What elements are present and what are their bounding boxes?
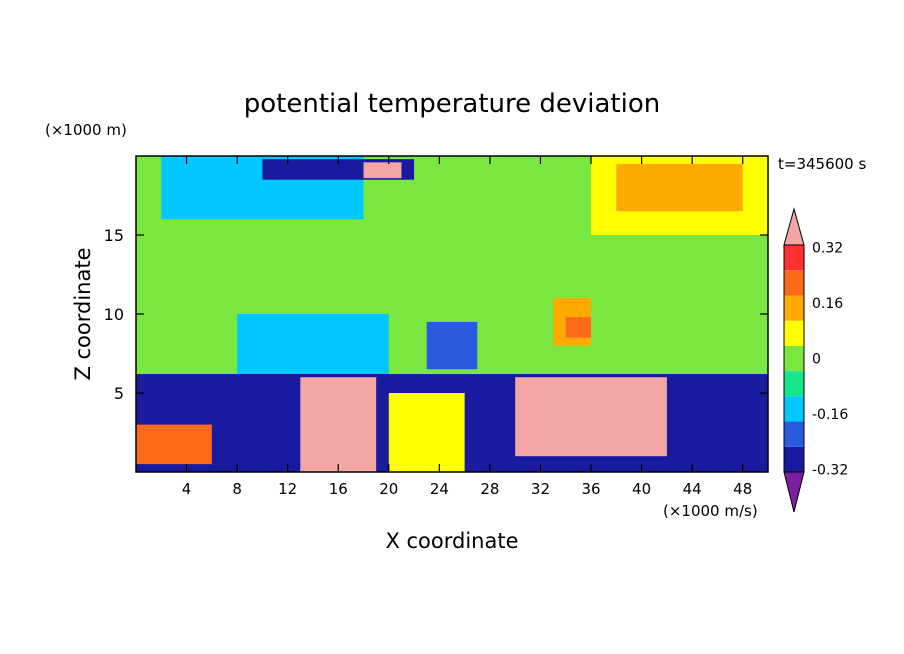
field-region bbox=[515, 377, 667, 457]
x-axis-ticks: 4 8 12 16 20 24 28 32 36 40 44 48 bbox=[182, 156, 752, 498]
x-unit-label: (×1000 m/s) bbox=[663, 502, 758, 520]
x-tick-label: 32 bbox=[531, 480, 550, 498]
y-axis-label: Z coordinate bbox=[71, 247, 95, 380]
x-tick-label: 20 bbox=[379, 480, 398, 498]
colorbar-extend-bottom bbox=[783, 471, 805, 513]
x-tick-label: 28 bbox=[480, 480, 499, 498]
contour-field bbox=[136, 156, 768, 472]
colorbar-tick-label: -0.32 bbox=[812, 462, 848, 478]
field-region bbox=[426, 321, 478, 370]
colorbar-bin bbox=[784, 396, 804, 422]
field-region bbox=[388, 393, 465, 472]
chart-title: potential temperature deviation bbox=[244, 89, 660, 119]
colorbar-frame bbox=[783, 244, 805, 473]
y-tick-label: 15 bbox=[104, 226, 124, 245]
y-tick-label: 5 bbox=[114, 384, 124, 403]
colorbar-tick-label: -0.16 bbox=[812, 407, 848, 423]
x-tick-label: 48 bbox=[733, 480, 752, 498]
colorbar-tick-label: 0 bbox=[812, 352, 821, 368]
colorbar: 0.32 0.16 0 -0.16 -0.32 bbox=[783, 207, 848, 513]
field-region bbox=[237, 314, 389, 375]
x-tick-label: 44 bbox=[683, 480, 702, 498]
y-axis-ticks: 5 10 15 bbox=[104, 226, 768, 403]
colorbar-bin bbox=[784, 295, 804, 321]
colorbar-bin bbox=[784, 421, 804, 447]
colorbar-tick-label: 0.32 bbox=[812, 241, 843, 257]
x-tick-label: 40 bbox=[632, 480, 651, 498]
field-region bbox=[136, 424, 212, 465]
field-region bbox=[300, 377, 377, 472]
x-tick-label: 4 bbox=[182, 480, 192, 498]
x-tick-label: 24 bbox=[430, 480, 449, 498]
x-tick-label: 12 bbox=[278, 480, 297, 498]
colorbar-tick-label: 0.16 bbox=[812, 296, 843, 312]
y-unit-label: (×1000 m) bbox=[45, 121, 127, 139]
colorbar-bin bbox=[784, 245, 804, 271]
colorbar-bin bbox=[784, 320, 804, 346]
field-region bbox=[565, 317, 592, 338]
colorbar-bin bbox=[784, 446, 804, 472]
x-tick-label: 16 bbox=[329, 480, 348, 498]
colorbar-bin bbox=[784, 345, 804, 372]
time-label: t=345600 s bbox=[778, 155, 866, 173]
colorbar-bin bbox=[784, 270, 804, 296]
x-tick-label: 36 bbox=[581, 480, 600, 498]
x-axis-label: X coordinate bbox=[385, 529, 518, 553]
colorbar-extend-top bbox=[783, 207, 805, 246]
x-tick-label: 8 bbox=[232, 480, 242, 498]
field-region bbox=[616, 163, 743, 212]
colorbar-bin bbox=[784, 371, 804, 397]
field-region bbox=[363, 162, 402, 179]
y-tick-label: 10 bbox=[104, 305, 124, 324]
